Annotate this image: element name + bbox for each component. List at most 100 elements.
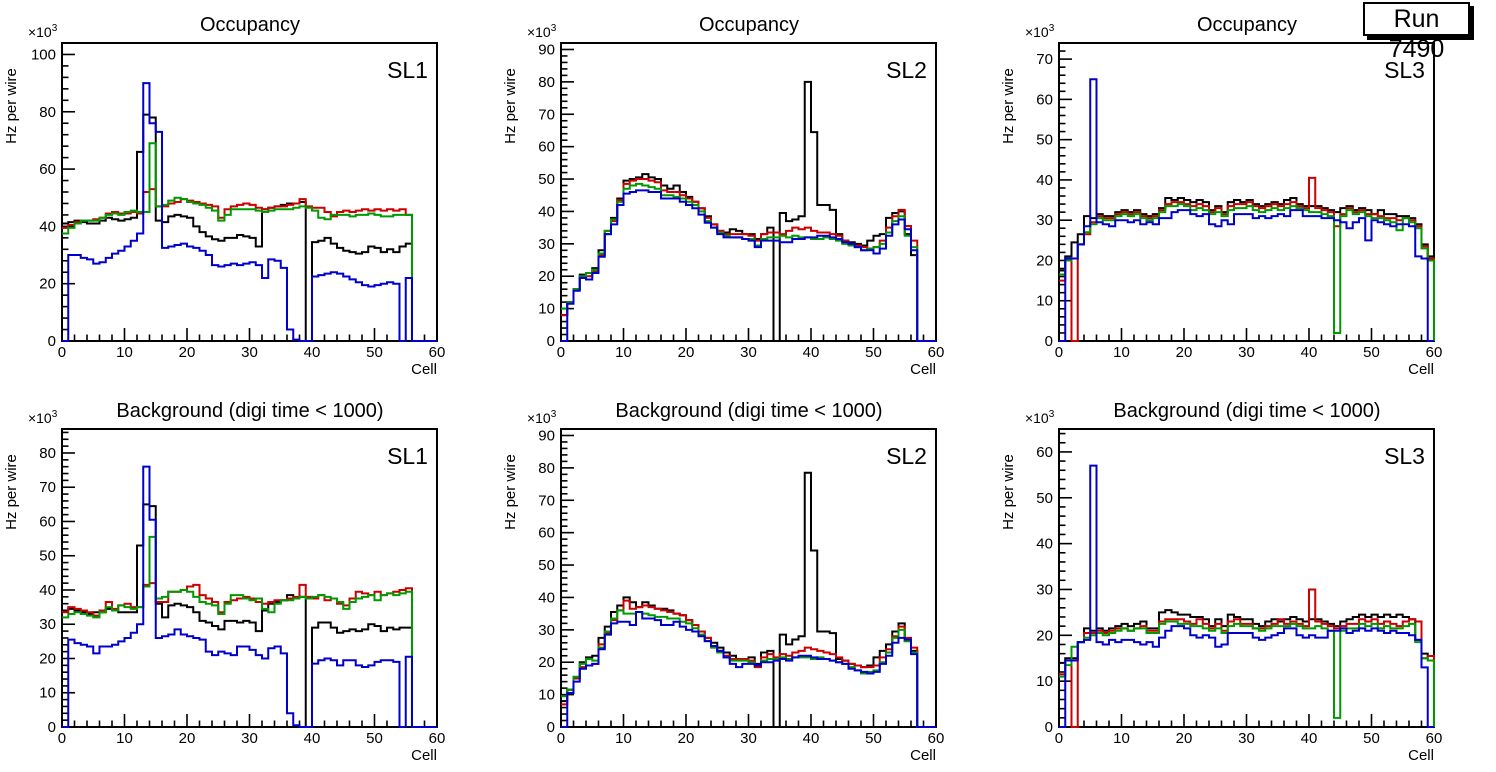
y-axis-title: Hz per wire (1000, 68, 1017, 144)
svg-text:70: 70 (39, 479, 56, 496)
svg-text:30: 30 (1238, 344, 1255, 361)
svg-text:30: 30 (538, 236, 555, 253)
svg-text:10: 10 (1037, 673, 1054, 690)
svg-text:50: 50 (366, 730, 383, 747)
svg-text:60: 60 (1426, 344, 1443, 361)
histogram-background-sl2: Background (digi time < 1000) SL2 Cell H… (502, 400, 944, 764)
svg-text:80: 80 (39, 104, 56, 121)
svg-text:10: 10 (1113, 730, 1130, 747)
histogram-occupancy-sl1: Occupancy SL1 Cell Hz per wire 0 10 20 30 40… (3, 14, 445, 378)
svg-text:60: 60 (39, 161, 56, 178)
svg-text:50: 50 (1037, 132, 1054, 149)
pad-title: Background (digi time < 1000) (116, 400, 383, 422)
svg-text:60: 60 (429, 730, 446, 747)
svg-text:50: 50 (366, 344, 383, 361)
svg-text:0: 0 (58, 344, 66, 361)
svg-text:80: 80 (538, 74, 555, 91)
svg-text:40: 40 (39, 218, 56, 235)
svg-text:10: 10 (116, 344, 133, 361)
histogram-background-sl1: Background (digi time < 1000) SL1 Cell H… (3, 400, 445, 764)
svg-text:90: 90 (538, 41, 555, 58)
svg-text:0: 0 (556, 730, 564, 747)
svg-text:50: 50 (39, 548, 56, 565)
svg-text:50: 50 (1363, 344, 1380, 361)
y-axis-title: Hz per wire (502, 68, 519, 144)
svg-text:10: 10 (615, 730, 632, 747)
superlayer-label: SL3 (1384, 443, 1425, 469)
svg-text:50: 50 (1363, 730, 1380, 747)
pad-occupancy-sl3: Occupancy SL3 Cell Hz per wire 0 10 20 30 40… (997, 0, 1496, 386)
svg-text:30: 30 (740, 344, 757, 361)
svg-text:80: 80 (538, 460, 555, 477)
svg-text:40: 40 (304, 344, 321, 361)
svg-text:×103: ×103 (1025, 23, 1055, 40)
x-axis-title: Cell (411, 747, 437, 764)
x-axis-title: Cell (1408, 747, 1434, 764)
svg-text:0: 0 (48, 333, 56, 350)
svg-text:0: 0 (58, 730, 66, 747)
superlayer-label: SL1 (387, 57, 428, 83)
svg-text:50: 50 (1037, 490, 1054, 507)
pad-title: Background (digi time < 1000) (1114, 400, 1381, 422)
plot-area: 0 10 20 30 40 50 60 0 10 20 30 40 50 60 ×103 (1025, 409, 1442, 747)
x-axis-title: Cell (411, 361, 437, 378)
svg-text:50: 50 (865, 730, 882, 747)
run-number-pave: Run 7490 (1363, 2, 1470, 63)
svg-text:30: 30 (538, 622, 555, 639)
y-axis-title: Hz per wire (502, 454, 519, 530)
superlayer-label: SL2 (886, 57, 927, 83)
plot-area: 0 10 20 30 40 50 60 0 10 20 30 40 50 60 70 80 90×103 (527, 409, 944, 747)
histogram-occupancy-sl3: Occupancy SL3 Cell Hz per wire 0 10 20 30 40… (1000, 14, 1443, 378)
svg-text:20: 20 (39, 276, 56, 293)
superlayer-label: SL2 (886, 443, 927, 469)
svg-text:40: 40 (1301, 730, 1318, 747)
svg-text:60: 60 (429, 344, 446, 361)
svg-text:50: 50 (538, 171, 555, 188)
histogram-background-sl3: Background (digi time < 1000) SL3 Cell H… (1000, 400, 1442, 764)
svg-text:10: 10 (39, 685, 56, 702)
svg-text:60: 60 (39, 513, 56, 530)
svg-text:50: 50 (538, 557, 555, 574)
plot-area: 0 10 20 30 40 50 60 0 20 40 60 80 100 ×103 (28, 23, 445, 361)
pad-occupancy-sl2: Occupancy SL2 Cell Hz per wire 0 10 20 30 40… (499, 0, 998, 386)
svg-text:×103: ×103 (28, 23, 58, 40)
svg-text:70: 70 (538, 106, 555, 123)
svg-text:0: 0 (48, 719, 56, 736)
svg-text:40: 40 (802, 730, 819, 747)
pad-title: Occupancy (1197, 14, 1297, 36)
svg-text:70: 70 (538, 492, 555, 509)
pad-background-sl2: Background (digi time < 1000) SL2 Cell H… (499, 386, 998, 772)
svg-text:30: 30 (241, 344, 258, 361)
svg-text:70: 70 (1037, 51, 1054, 68)
superlayer-label: SL3 (1384, 57, 1425, 83)
pad-title: Background (digi time < 1000) (615, 400, 882, 422)
svg-text:60: 60 (1037, 444, 1054, 461)
svg-text:0: 0 (1045, 333, 1053, 350)
svg-text:20: 20 (1176, 344, 1193, 361)
svg-text:60: 60 (927, 344, 944, 361)
svg-text:40: 40 (538, 203, 555, 220)
svg-text:10: 10 (615, 344, 632, 361)
svg-text:×103: ×103 (28, 409, 58, 426)
svg-text:60: 60 (927, 730, 944, 747)
svg-text:40: 40 (39, 582, 56, 599)
svg-text:90: 90 (538, 427, 555, 444)
svg-text:40: 40 (304, 730, 321, 747)
plot-area: 0 10 20 30 40 50 60 0 10 20 30 40 50 60 70 80 ×103 (28, 409, 445, 747)
svg-text:40: 40 (1301, 344, 1318, 361)
pad-background-sl1: Background (digi time < 1000) SL1 Cell H… (0, 386, 499, 772)
svg-text:0: 0 (1055, 344, 1063, 361)
svg-text:40: 40 (802, 344, 819, 361)
svg-text:20: 20 (538, 268, 555, 285)
pad-title: Occupancy (699, 14, 799, 36)
superlayer-label: SL1 (387, 443, 428, 469)
svg-text:0: 0 (546, 719, 554, 736)
histogram-occupancy-sl2: Occupancy SL2 Cell Hz per wire 0 10 20 30 40… (502, 14, 944, 378)
svg-text:10: 10 (538, 687, 555, 704)
svg-text:10: 10 (1113, 344, 1130, 361)
svg-text:20: 20 (179, 344, 196, 361)
pad-title: Occupancy (200, 14, 300, 36)
svg-text:10: 10 (538, 301, 555, 318)
y-axis-title: Hz per wire (3, 454, 20, 530)
